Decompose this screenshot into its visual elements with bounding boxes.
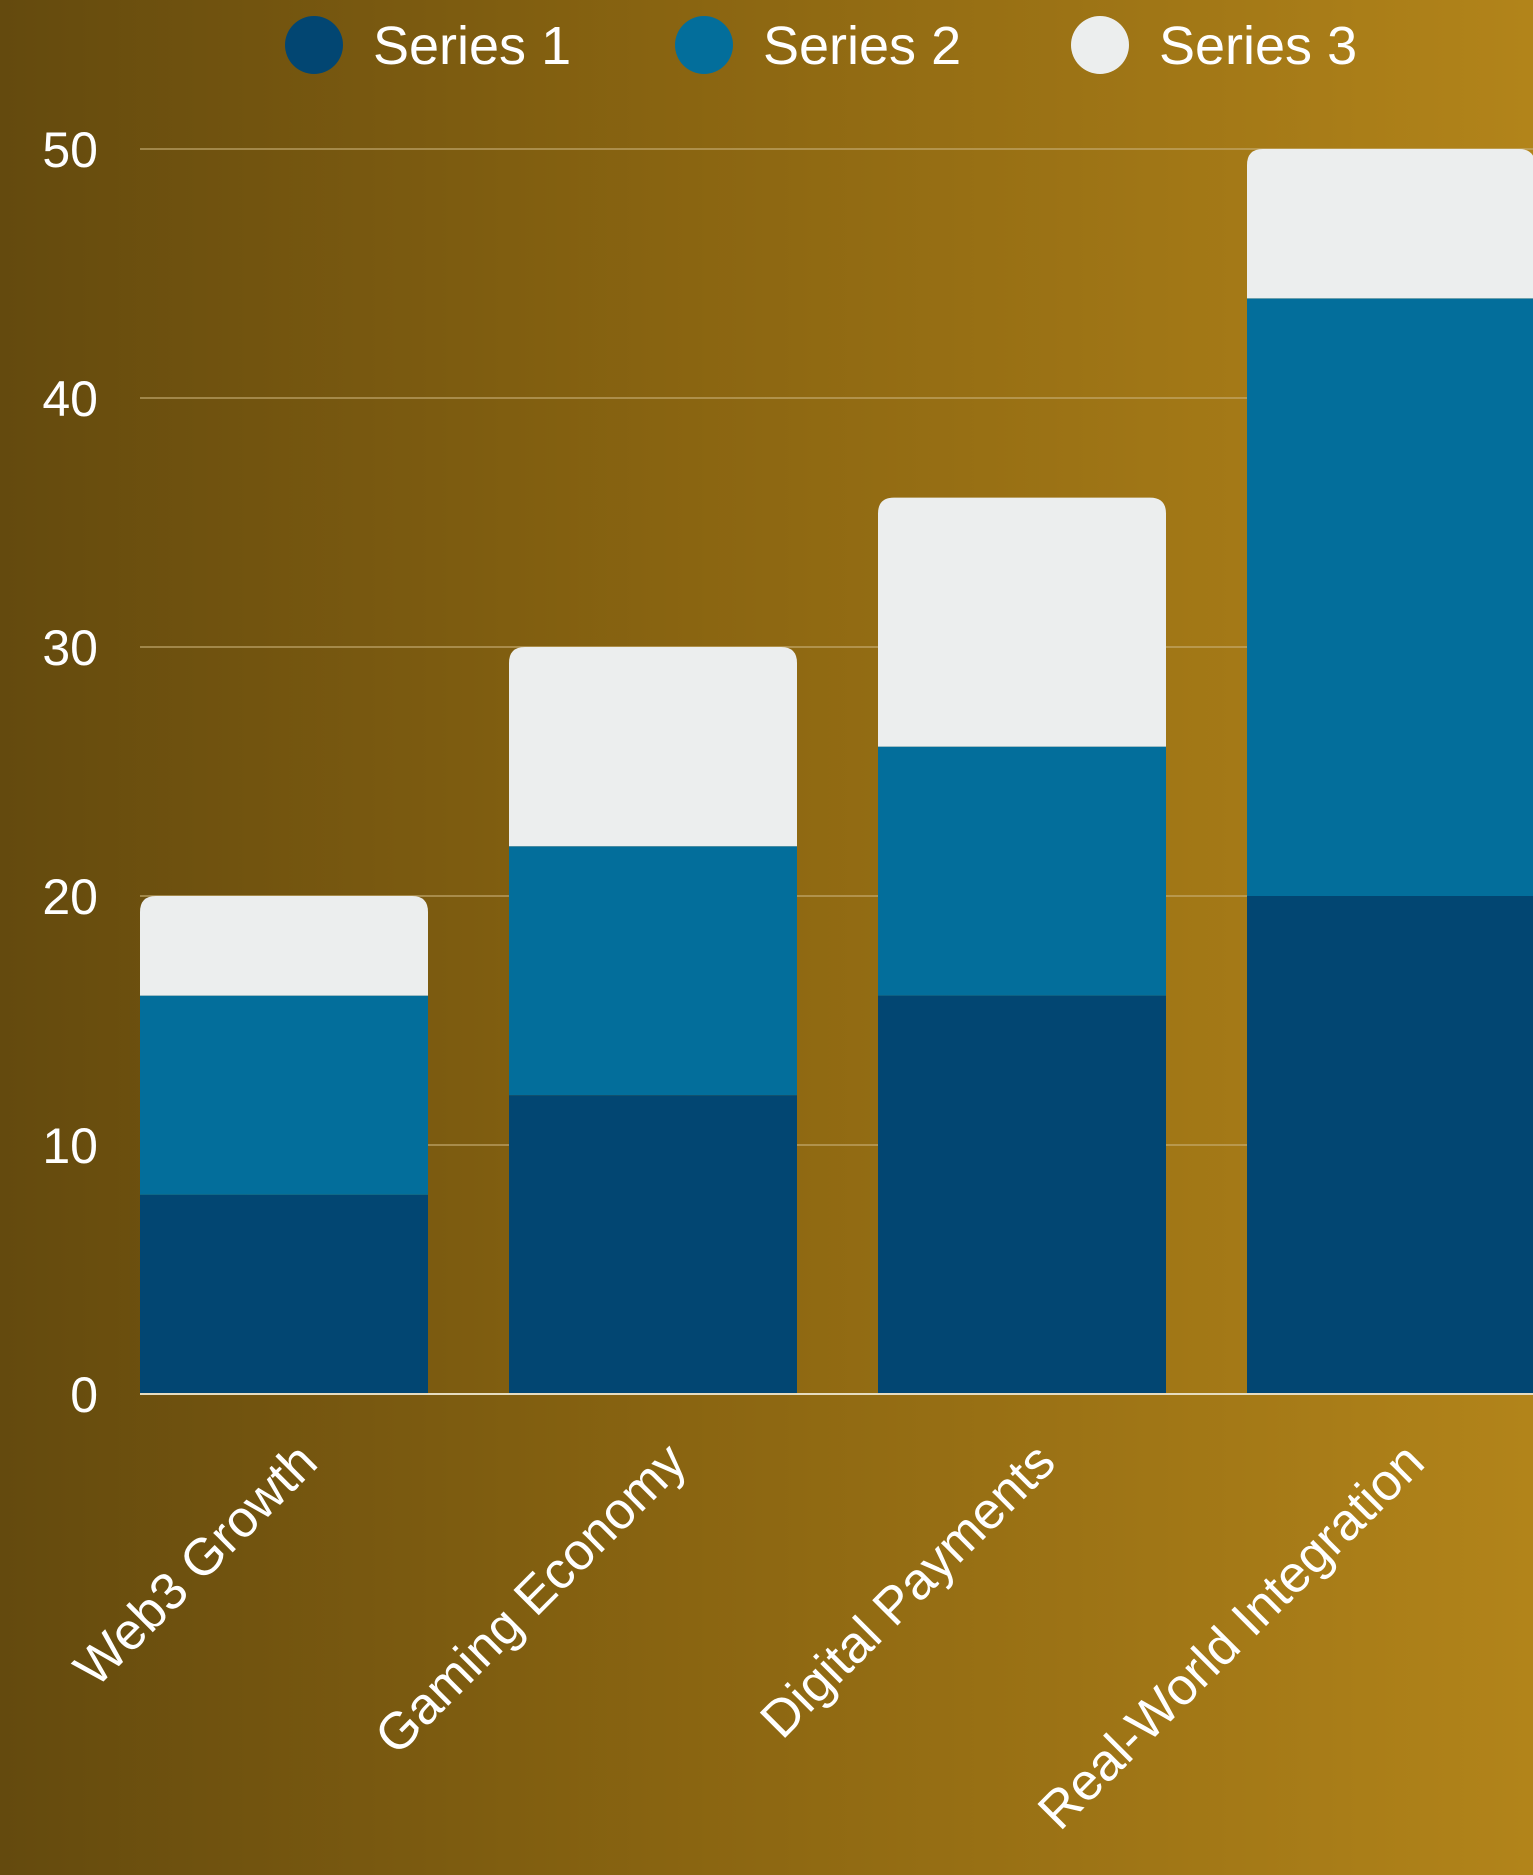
- legend-label-series-2: Series 2: [763, 16, 961, 76]
- legend-label-series-1: Series 1: [373, 16, 571, 76]
- bars: [140, 149, 1533, 1394]
- bar-real-world-integration-series-1: [1247, 896, 1533, 1394]
- bar-gaming-economy-series-1: [509, 1095, 797, 1394]
- y-tick-label: 10: [42, 1118, 98, 1174]
- bar-real-world-integration-series-2: [1247, 298, 1533, 896]
- x-category-label: Gaming Economy: [364, 1432, 697, 1765]
- legend-swatch-series-1: [285, 16, 343, 74]
- bar-digital-payments-series-3: [878, 497, 1166, 747]
- y-tick-label: 20: [42, 869, 98, 925]
- y-tick-label: 0: [70, 1367, 98, 1423]
- bar-digital-payments-series-1: [878, 995, 1166, 1394]
- legend-swatch-series-2: [675, 16, 733, 74]
- y-tick-label: 40: [42, 371, 98, 427]
- y-tick-label: 30: [42, 620, 98, 676]
- x-category-label: Real-World Integration: [1027, 1432, 1435, 1840]
- bar-gaming-economy-series-3: [509, 647, 797, 847]
- x-axis-labels: Web3 Growth Gaming Economy Digital Payment…: [63, 1432, 1435, 1840]
- bar-digital-payments-series-2: [878, 746, 1166, 996]
- legend: Series 1 Series 2 Series 3: [285, 16, 1357, 76]
- bar-gaming-economy-series-2: [509, 846, 797, 1096]
- bar-web3-growth-series-1: [140, 1194, 428, 1394]
- bar-web3-growth-series-2: [140, 995, 428, 1195]
- bar-real-world-integration-series-3: [1247, 149, 1533, 299]
- legend-label-series-3: Series 3: [1159, 16, 1357, 76]
- y-tick-label: 50: [42, 122, 98, 178]
- x-category-label: Digital Payments: [750, 1432, 1067, 1749]
- legend-swatch-series-3: [1071, 16, 1129, 74]
- y-axis: 0 10 20 30 40 50: [42, 122, 98, 1423]
- bar-web3-growth-series-3: [140, 896, 428, 996]
- x-category-label: Web3 Growth: [63, 1432, 328, 1697]
